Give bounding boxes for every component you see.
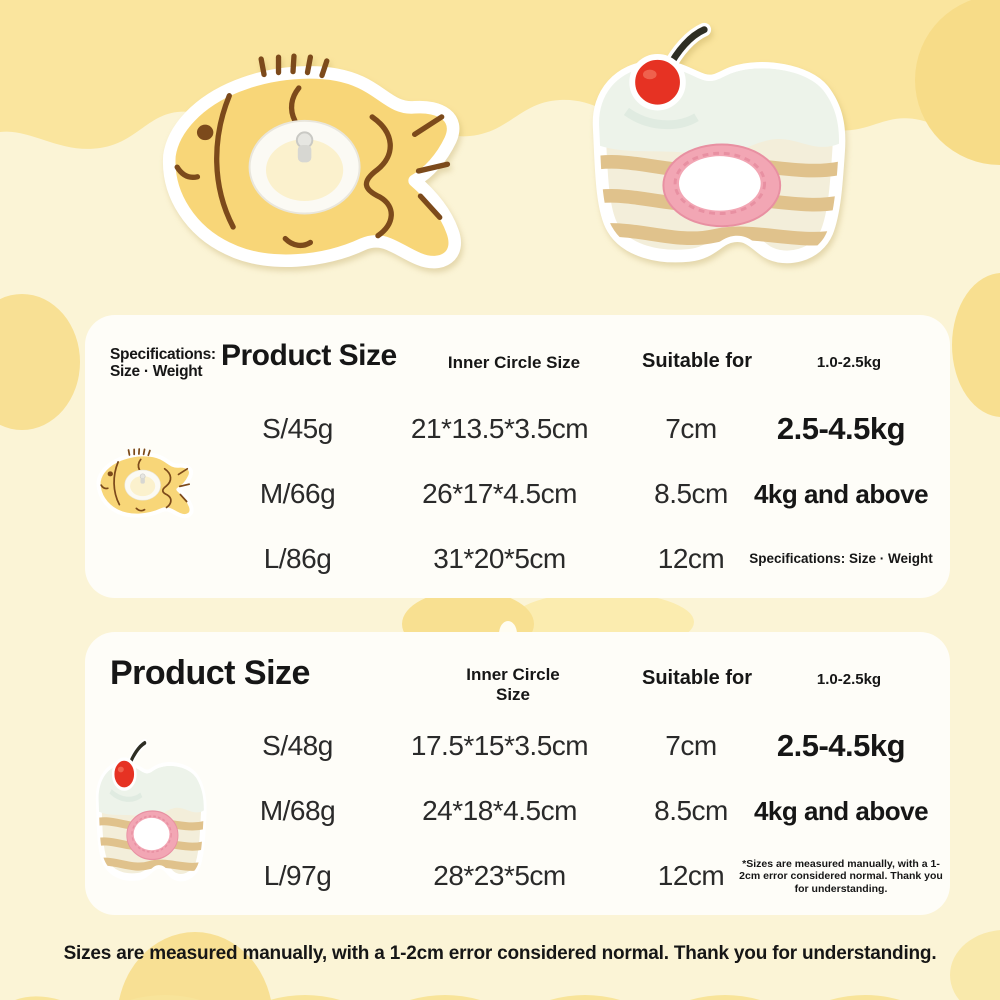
dimensions-cell: 17.5*15*3.5cm — [410, 730, 589, 761]
spec-label-line2: Size · Weight — [110, 363, 203, 381]
suitable-cell: 4kg and above — [753, 796, 929, 826]
decorative-blob — [915, 0, 1000, 165]
size-table-taiyaki: Specifications: Size · Weight Product Si… — [85, 315, 950, 598]
table-row: L/86g 31*20*5cm 12cm Specifications: Siz… — [85, 541, 950, 577]
suitable-cell: 4kg and above — [753, 479, 929, 509]
table-row: S/48g 17.5*15*3.5cm 7cm 2.5-4.5kg — [85, 728, 950, 764]
cake-roll-pillow-photo — [568, 18, 860, 271]
inner-circle-cell: 7cm — [665, 413, 717, 444]
inner-circle-cell: 8.5cm — [654, 478, 728, 509]
size-weight-cell: S/48g — [262, 730, 333, 761]
taiyaki-fish-pillow-photo — [152, 32, 490, 283]
inner-circle-line1: Inner Circle — [466, 665, 560, 684]
column-header-inner-circle: Inner Circle Size — [447, 353, 581, 372]
dimensions-cell: 28*23*5cm — [433, 860, 566, 891]
suitable-cell: 2.5-4.5kg — [776, 411, 906, 446]
table-row: M/66g 26*17*4.5cm 8.5cm 4kg and above — [85, 476, 950, 512]
bottom-wave — [15, 995, 970, 1000]
column-header-suitable-for: Suitable for — [641, 350, 752, 372]
spec-label-line1: Specifications: — [110, 346, 216, 363]
table-row: L/97g 28*23*5cm 12cm *Sizes are measured… — [85, 858, 950, 895]
decorative-blob — [950, 930, 1000, 1000]
size-weight-cell: M/66g — [259, 478, 336, 509]
decorative-blob — [0, 294, 80, 430]
column-header-product-size: Product Size — [110, 654, 310, 692]
suitable-cell: 2.5-4.5kg — [776, 728, 906, 763]
spec-label: Specifications: Size · Weight — [110, 346, 216, 381]
column-header-inner-circle: Inner Circle Size — [433, 665, 593, 704]
table-row: S/45g 21*13.5*3.5cm 7cm 2.5-4.5kg — [85, 411, 950, 447]
column-header-suitable-for: Suitable for — [641, 667, 752, 689]
column-header-product-size: Product Size — [221, 339, 397, 372]
weight-range-label: 1.0-2.5kg — [816, 671, 882, 688]
measurement-note-cell: *Sizes are measured manually, with a 1-2… — [739, 858, 943, 895]
footer-disclaimer: Sizes are measured manually, with a 1-2c… — [63, 943, 937, 964]
inner-circle-cell: 12cm — [657, 543, 725, 574]
dimensions-cell: 21*13.5*3.5cm — [410, 413, 589, 444]
weight-range-label: 1.0-2.5kg — [816, 354, 882, 371]
dimensions-cell: 26*17*4.5cm — [422, 478, 577, 509]
decorative-blob — [952, 273, 1000, 417]
size-weight-cell: M/68g — [259, 795, 336, 826]
inner-circle-line2: Size — [495, 684, 531, 704]
table-row: M/68g 24*18*4.5cm 8.5cm 4kg and above — [85, 793, 950, 829]
decorative-blob — [119, 932, 271, 1000]
dimensions-cell: 24*18*4.5cm — [422, 795, 577, 826]
inner-circle-cell: 8.5cm — [654, 795, 728, 826]
size-weight-cell: L/86g — [263, 543, 332, 574]
spec-note-cell: Specifications: Size · Weight — [749, 551, 933, 566]
dimensions-cell: 31*20*5cm — [433, 543, 566, 574]
size-weight-cell: L/97g — [263, 860, 332, 891]
inner-circle-cell: 12cm — [657, 860, 725, 891]
size-table-cake: Product Size Inner Circle Size Suitable … — [85, 632, 950, 915]
inner-circle-cell: 7cm — [665, 730, 717, 761]
size-weight-cell: S/45g — [262, 413, 333, 444]
